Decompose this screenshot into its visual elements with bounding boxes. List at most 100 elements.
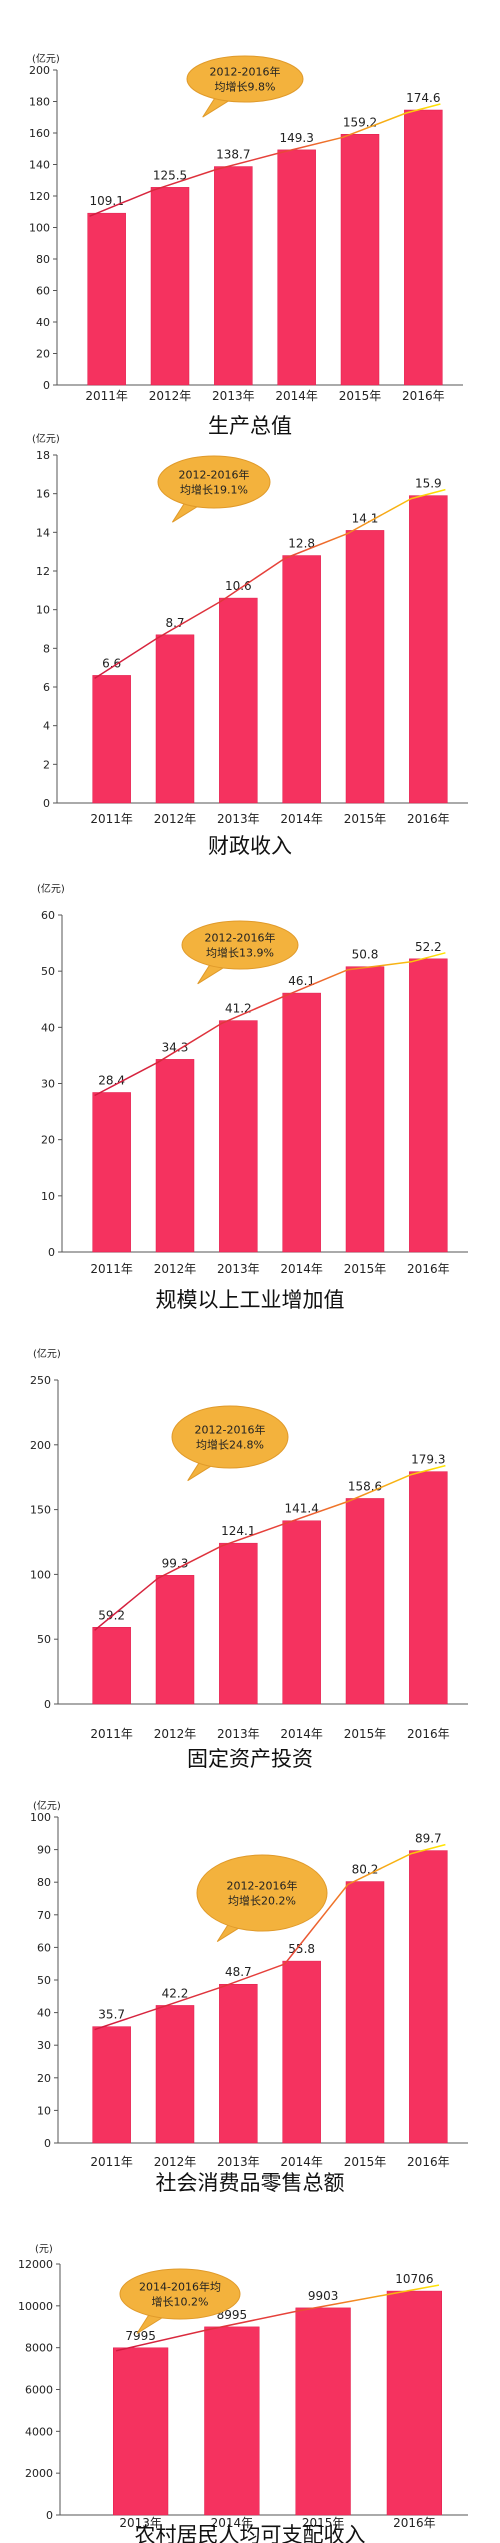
category-label: 2015年 [339, 389, 382, 403]
data-label: 10.6 [225, 579, 252, 593]
data-label: 48.7 [225, 1965, 252, 1979]
data-label: 149.3 [279, 131, 313, 145]
y-tick-label: 20 [37, 2072, 51, 2085]
unit-label: (元) [35, 2244, 53, 2255]
bubble-body [181, 920, 299, 970]
bar [155, 2005, 195, 2144]
bar [219, 1020, 258, 1253]
trend-line [94, 1843, 446, 2031]
data-label: 41.2 [225, 1002, 252, 1016]
category-label: 2011年 [85, 389, 128, 403]
bar [155, 1059, 195, 1253]
bar [345, 530, 385, 804]
category-label: 2014年 [275, 389, 318, 403]
y-tick-label: 8000 [25, 2342, 53, 2355]
y-tick-label: 8 [43, 642, 50, 655]
data-label: 158.6 [348, 1479, 382, 1493]
data-label: 9903 [308, 2289, 339, 2303]
chart-5: 0 10 20 30 40 50 60 70 80 90 100(亿元) 35.7 2011年 42.2 2… [30, 1799, 468, 2195]
bar [295, 2307, 351, 2516]
bar [113, 2347, 169, 2516]
y-tick-label: 80 [37, 1876, 51, 1889]
bar [386, 2290, 442, 2516]
category-label: 2015年 [302, 2516, 345, 2530]
bar [345, 1881, 385, 2144]
bar [409, 495, 448, 804]
y-tick-label: 40 [37, 2007, 51, 2020]
category-label: 2013年 [119, 2516, 162, 2530]
bar [150, 187, 190, 386]
trend-line [94, 952, 446, 1097]
bar [277, 149, 316, 386]
y-tick-label: 250 [30, 1374, 51, 1387]
bar [219, 1983, 258, 2144]
category-label: 2012年 [154, 1262, 197, 1276]
bubble-text: 均增长20.2% [228, 1894, 296, 1908]
trend-line [94, 1464, 446, 1631]
bubble-body [171, 1405, 289, 1469]
y-tick-label: 150 [30, 1504, 51, 1517]
y-tick-label: 20 [36, 348, 50, 361]
y-tick-label: 200 [29, 64, 50, 77]
category-label: 2015年 [344, 2155, 387, 2169]
bar [282, 1960, 321, 2144]
y-tick-label: 40 [36, 316, 50, 329]
category-label: 2016年 [407, 812, 450, 826]
data-label: 80.2 [352, 1863, 379, 1877]
bubble-text: 2012-2016年 [205, 931, 276, 945]
category-label: 2011年 [90, 1727, 133, 1741]
category-label: 2016年 [407, 1727, 450, 1741]
category-label: 2013年 [217, 2155, 260, 2169]
data-label: 50.8 [352, 948, 379, 962]
bar [282, 992, 321, 1253]
category-label: 2015年 [344, 1727, 387, 1741]
y-tick-label: 100 [30, 1811, 51, 1824]
category-label: 2015年 [344, 812, 387, 826]
chart-title: 社会消费品零售总额 [156, 2171, 345, 2195]
chart-6: 020004000600080001000012000(元)79952013年8… [18, 2244, 468, 2543]
y-tick-label: 30 [37, 2039, 51, 2052]
data-label: 46.1 [288, 974, 315, 988]
category-label: 2016年 [393, 2516, 436, 2530]
bar [340, 134, 380, 386]
bubble-text: 增长10.2% [152, 2295, 209, 2309]
y-tick-label: 4 [43, 720, 50, 733]
data-label: 125.5 [153, 168, 187, 182]
category-label: 2013年 [217, 1727, 260, 1741]
category-label: 2012年 [154, 2155, 197, 2169]
category-label: 2011年 [90, 1262, 133, 1276]
y-tick-label: 18 [36, 449, 50, 462]
bar [92, 675, 131, 804]
data-label: 14.1 [352, 511, 379, 525]
y-tick-label: 50 [37, 1633, 51, 1646]
bubble-text: 均增长19.1% [180, 483, 248, 497]
unit-label: (亿元) [32, 52, 60, 65]
bar [214, 166, 253, 386]
bar [204, 2326, 260, 2516]
bar [92, 1092, 131, 1253]
bar [345, 1498, 385, 1705]
trend-line [89, 103, 441, 217]
y-tick-label: 12000 [18, 2258, 53, 2271]
data-label: 10706 [395, 2272, 433, 2286]
bar [155, 1575, 195, 1705]
bubble-body [186, 55, 304, 103]
data-label: 89.7 [415, 1832, 442, 1846]
y-tick-label: 0 [43, 797, 50, 810]
y-tick-label: 10000 [18, 2300, 53, 2313]
data-label: 42.2 [162, 1986, 189, 2000]
y-tick-label: 20 [41, 1134, 55, 1147]
trend-line [94, 488, 446, 680]
data-label: 28.4 [98, 1073, 125, 1087]
y-tick-label: 14 [36, 526, 50, 539]
bar [87, 212, 126, 386]
chart-1: 0 20 40 60 80 100 120 140 160 180 200(亿元) 109.1 2011… [29, 52, 463, 438]
data-label: 8.7 [165, 616, 184, 630]
y-tick-label: 0 [44, 2137, 51, 2150]
y-tick-label: 60 [41, 909, 55, 922]
bar [409, 958, 448, 1253]
